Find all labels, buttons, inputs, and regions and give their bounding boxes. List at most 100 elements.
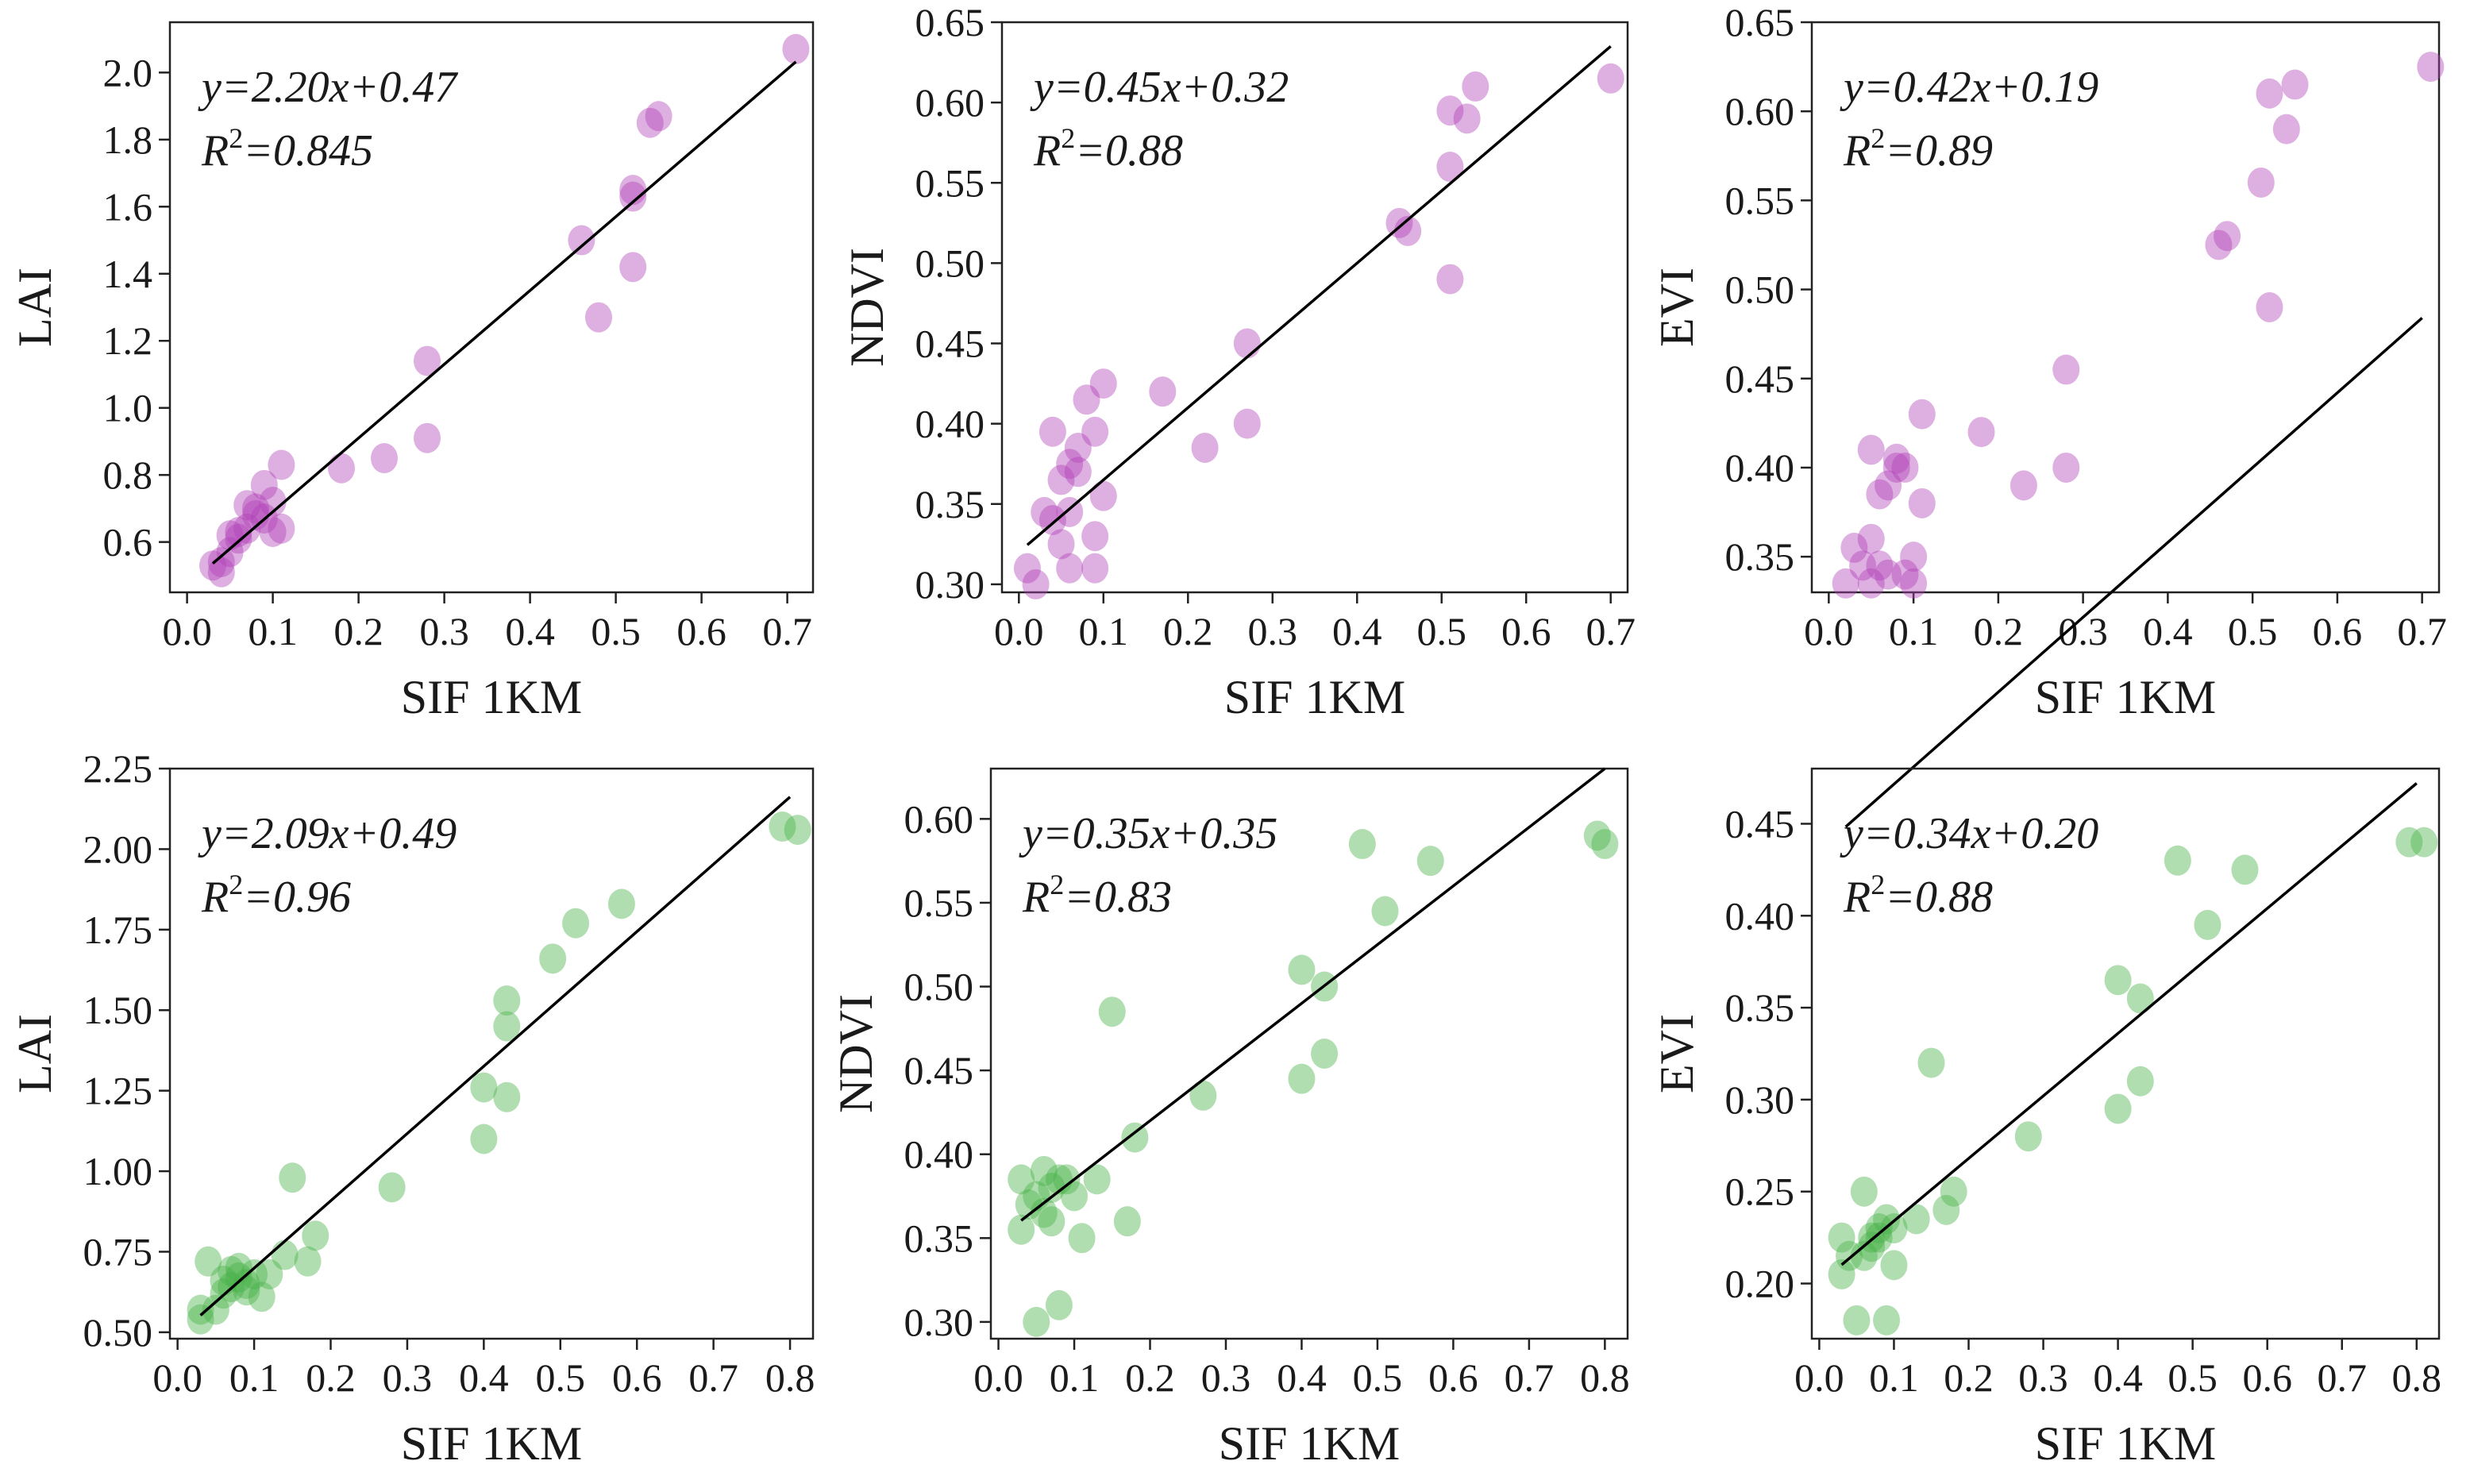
data-point	[1191, 432, 1219, 463]
data-point	[636, 107, 664, 138]
data-point	[1013, 553, 1041, 584]
y-tick-label: 1.6	[103, 184, 153, 229]
data-point	[2231, 854, 2259, 885]
y-tick-label: 2.00	[83, 827, 153, 871]
data-point	[539, 943, 567, 974]
data-point	[1583, 820, 1611, 851]
x-tick-label: 0.7	[688, 1355, 738, 1400]
y-tick-label: 1.2	[103, 318, 153, 363]
data-point	[1022, 569, 1050, 599]
r-squared-superscript: 2	[1871, 869, 1885, 900]
x-axis-label: SIF 1KM	[2035, 1417, 2216, 1470]
regression-equation: y=0.35x+0.35	[1019, 809, 1277, 858]
data-point	[1385, 207, 1413, 238]
y-axis-label: LAI	[9, 1014, 61, 1093]
data-point	[207, 546, 235, 577]
data-point	[1068, 1223, 1096, 1254]
y-tick-label: 0.55	[915, 160, 985, 205]
y-axis-label: NDVI	[841, 248, 893, 367]
data-point	[585, 302, 612, 333]
y-tick-label: 1.00	[83, 1149, 153, 1193]
data-point	[1865, 1213, 1893, 1244]
data-point	[1880, 1250, 1908, 1281]
data-point	[1023, 1306, 1050, 1337]
y-tick-label: 0.60	[1725, 89, 1795, 133]
data-point	[1850, 1240, 1878, 1271]
y-tick-label: 0.60	[915, 80, 985, 125]
data-point	[1902, 1204, 1930, 1235]
x-tick-label: 0.5	[1416, 609, 1466, 653]
regression-equation: y=2.20x+0.47	[198, 63, 458, 112]
r-squared-value: =0.96	[243, 873, 351, 922]
data-point	[259, 516, 287, 547]
r-squared-prefix: R	[1843, 873, 1871, 922]
data-point	[1597, 63, 1624, 94]
data-point	[1149, 376, 1177, 407]
x-tick-label: 0.3	[2018, 1355, 2068, 1400]
data-point	[1073, 384, 1100, 415]
x-tick-label: 0.0	[994, 609, 1044, 653]
y-tick-label: 0.55	[904, 881, 974, 925]
data-point	[1967, 417, 1995, 448]
y-axis-label: EVI	[1651, 268, 1703, 347]
r-squared-value: =0.83	[1064, 873, 1172, 922]
scatter-panel-6: 0.0 0.1 0.2 0.3 0.4 0.5 0.6 0.7 0.8 0.20 0.25 0.30 0…	[1651, 767, 2441, 1470]
x-tick-label: 0.2	[306, 1355, 356, 1400]
scatter-panel-1: 0.0 0.1 0.2 0.3 0.4 0.5 0.6 0.7 0.6 0.8 1.0 1.2 1.4 1…	[9, 21, 815, 723]
y-axis-label: LAI	[9, 268, 61, 347]
r-squared-prefix: R	[201, 873, 229, 922]
data-point	[233, 490, 261, 521]
r-squared-superscript: 2	[1871, 122, 1885, 154]
data-point	[1038, 1206, 1065, 1237]
x-tick-label: 0.5	[536, 1355, 586, 1400]
data-point	[1436, 264, 1464, 295]
plot-frame	[1810, 21, 2441, 594]
r-squared-prefix: R	[201, 126, 229, 175]
data-point	[1030, 1155, 1058, 1186]
data-point	[784, 815, 811, 846]
y-tick-label: 0.40	[904, 1132, 974, 1177]
data-point	[1089, 368, 1117, 399]
data-point	[1882, 452, 1910, 483]
x-tick-label: 0.0	[1794, 1355, 1844, 1400]
data-point	[1038, 1172, 1065, 1203]
data-point	[1008, 1214, 1035, 1245]
plot-frame	[168, 767, 815, 1340]
data-point	[1081, 553, 1109, 584]
r-squared: R2=0.89	[1843, 122, 1993, 175]
data-point	[1882, 443, 1910, 474]
r-squared-prefix: R	[1843, 126, 1871, 175]
data-point	[2417, 52, 2445, 83]
data-point	[1061, 1181, 1089, 1212]
data-point	[1288, 954, 1316, 985]
data-point	[1940, 1176, 1967, 1207]
x-tick-label: 0.1	[1869, 1355, 1919, 1400]
data-point	[1233, 408, 1261, 439]
x-tick-label: 0.6	[2313, 609, 2363, 653]
x-tick-label: 0.0	[973, 1355, 1023, 1400]
y-tick-label: 0.40	[1725, 893, 1795, 938]
x-tick-label: 0.5	[591, 609, 641, 653]
data-point	[1121, 1122, 1149, 1153]
data-point	[1189, 1080, 1217, 1111]
data-point	[242, 493, 269, 524]
data-point	[2052, 452, 2080, 483]
y-tick-label: 0.30	[1725, 1077, 1795, 1122]
data-point	[225, 1262, 252, 1293]
data-point	[493, 1081, 521, 1112]
data-point	[1462, 71, 1489, 102]
data-point	[2395, 827, 2423, 858]
y-tick-label: 0.35	[904, 1216, 974, 1260]
r-squared-value: =0.88	[1075, 126, 1183, 175]
data-point	[1031, 496, 1058, 527]
x-tick-label: 0.6	[612, 1355, 662, 1400]
data-point	[470, 1072, 498, 1103]
data-point	[2272, 114, 2300, 145]
x-tick-label: 0.1	[1889, 609, 1939, 653]
r-squared: R2=0.96	[201, 869, 351, 922]
r-squared: R2=0.88	[1843, 869, 1993, 922]
y-tick-label: 0.25	[1725, 1170, 1795, 1214]
data-point	[1843, 1305, 1871, 1336]
data-point	[645, 101, 672, 132]
data-point	[1113, 1206, 1141, 1237]
